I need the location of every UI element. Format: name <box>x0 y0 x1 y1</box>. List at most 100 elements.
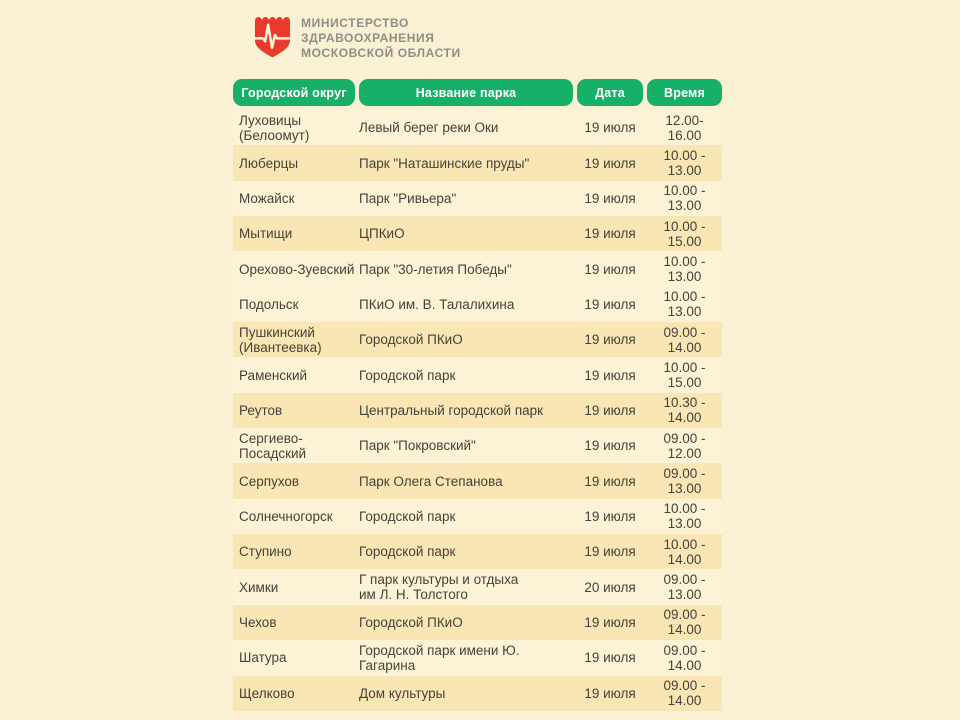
cell-time: 10.00 - 13.00 <box>663 148 706 179</box>
cell-district: Можайск <box>239 190 295 206</box>
column-header-time: Время <box>647 79 722 106</box>
cell-time: 09.00 - 14.00 <box>663 678 706 709</box>
cell-district: Серпухов <box>239 473 300 489</box>
ministry-brand: МИНИСТЕРСТВО ЗДРАВООХРАНЕНИЯ МОСКОВСКОЙ … <box>254 12 461 61</box>
table-row: Можайск Парк "Ривьера" 19 июля 10.00 - 1… <box>233 180 722 217</box>
cell-date: 19 июля <box>584 226 636 242</box>
cell-district: Люберцы <box>239 155 299 171</box>
cell-date: 19 июля <box>584 120 636 136</box>
table-row: Мытищи ЦПКиО 19 июля 10.00 - 15.00 <box>233 216 722 252</box>
cell-time: 10.00 - 15.00 <box>663 218 706 249</box>
table-row: Раменский Городской парк 19 июля 10.00 -… <box>233 357 722 393</box>
cell-park: Г парк культуры и отдыха им Л. Н. Толсто… <box>359 572 519 603</box>
table-body: Луховицы (Белоомут) Левый берег реки Оки… <box>233 110 722 711</box>
cell-park: Парк "30-летия Победы" <box>359 261 512 277</box>
heartbeat-line-icon <box>254 23 291 49</box>
column-header-park: Название парка <box>359 79 573 106</box>
column-header-district: Городской округ <box>233 79 355 106</box>
cell-time: 10.00 - 14.00 <box>663 536 706 567</box>
cell-date: 19 июля <box>584 508 636 524</box>
cell-time: 09.00 - 13.00 <box>663 572 706 603</box>
cell-district: Химки <box>239 579 279 595</box>
cell-date: 19 июля <box>584 296 636 312</box>
cell-district: Реутов <box>239 402 283 418</box>
cell-park: Парк "Покровский" <box>359 438 476 454</box>
cell-district: Сергиево- Посадский <box>239 430 307 461</box>
table-row: Шатура Городской парк имени Ю. Гагарина … <box>233 640 722 676</box>
cell-park: Парк "Ривьера" <box>359 190 457 206</box>
cell-date: 19 июля <box>584 155 636 171</box>
cell-date: 19 июля <box>584 685 636 701</box>
cell-district: Подольск <box>239 296 299 312</box>
cell-park: Городской парк <box>359 508 456 524</box>
table-row: Ступино Городской парк 19 июля 10.00 - 1… <box>233 534 722 570</box>
table-row: Щелково Дом культуры 19 июля 09.00 - 14.… <box>233 675 722 711</box>
cell-park: Городской парк <box>359 544 456 560</box>
cell-date: 19 июля <box>584 650 636 666</box>
table-row: Солнечногорск Городской парк 19 июля 10.… <box>233 498 722 535</box>
cell-district: Шатура <box>239 650 287 666</box>
table-row: Подольск ПКиО им. В. Талалихина 19 июля … <box>233 286 722 323</box>
cell-date: 19 июля <box>584 614 636 630</box>
table-row: Реутов Центральный городской парк 19 июл… <box>233 392 722 429</box>
cell-date: 19 июля <box>584 402 636 418</box>
cell-date: 19 июля <box>584 367 636 383</box>
ministry-name: МИНИСТЕРСТВО ЗДРАВООХРАНЕНИЯ МОСКОВСКОЙ … <box>301 16 461 61</box>
cell-district: Солнечногорск <box>239 508 333 524</box>
cell-time: 10.00 - 13.00 <box>663 501 706 532</box>
cell-park: ЦПКиО <box>359 226 405 242</box>
cell-district: Мытищи <box>239 226 293 242</box>
cell-district: Ступино <box>239 544 292 560</box>
cell-time: 09.00 - 12.00 <box>663 430 706 461</box>
table-row: Химки Г парк культуры и отдыха им Л. Н. … <box>233 569 722 605</box>
ministry-name-line: МОСКОВСКОЙ ОБЛАСТИ <box>301 46 461 60</box>
cell-time: 10.30 - 14.00 <box>663 395 706 426</box>
table-row: Чехов Городской ПКиО 19 июля 09.00 - 14.… <box>233 604 722 641</box>
cell-time: 10.00 - 13.00 <box>663 183 706 214</box>
health-ministry-crest-icon <box>254 17 291 58</box>
cell-date: 19 июля <box>584 332 636 348</box>
cell-time: 09.00 - 14.00 <box>663 607 706 638</box>
cell-time: 10.00 - 13.00 <box>663 254 706 285</box>
cell-district: Луховицы (Белоомут) <box>239 112 310 143</box>
cell-time: 12.00- 16.00 <box>665 112 704 143</box>
table-row: Сергиево- Посадский Парк "Покровский" 19… <box>233 428 722 464</box>
cell-date: 19 июля <box>584 261 636 277</box>
cell-time: 09.00 - 13.00 <box>663 466 706 497</box>
cell-park: Городской парк имени Ю. Гагарина <box>359 642 520 673</box>
table-row: Серпухов Парк Олега Степанова 19 июля 09… <box>233 463 722 499</box>
cell-time: 10.00 - 13.00 <box>663 289 706 320</box>
cell-park: Городской парк <box>359 367 456 383</box>
table-row: Луховицы (Белоомут) Левый берег реки Оки… <box>233 110 722 146</box>
table-row: Люберцы Парк "Наташинские пруды" 19 июля… <box>233 145 722 181</box>
cell-park: Парк Олега Степанова <box>359 473 503 489</box>
cell-park: Левый берег реки Оки <box>359 120 499 136</box>
cell-park: ПКиО им. В. Талалихина <box>359 296 515 312</box>
cell-park: Центральный городской парк <box>359 402 544 418</box>
parks-schedule-table: Городской округ Название парка Дата Врем… <box>233 79 722 711</box>
cell-time: 09.00 - 14.00 <box>663 324 706 355</box>
cell-time: 10.00 - 15.00 <box>663 360 706 391</box>
cell-date: 19 июля <box>584 544 636 560</box>
ministry-name-line: МИНИСТЕРСТВО <box>301 16 409 30</box>
cell-district: Щелково <box>239 685 295 701</box>
cell-park: Городской ПКиО <box>359 614 463 630</box>
cell-date: 19 июля <box>584 473 636 489</box>
table-row: Пушкинский (Ивантеевка) Городской ПКиО 1… <box>233 322 722 358</box>
cell-park: Парк "Наташинские пруды" <box>359 155 530 171</box>
table-row: Орехово-Зуевский Парк "30-летия Победы" … <box>233 251 722 287</box>
cell-time: 09.00 - 14.00 <box>663 642 706 673</box>
cell-date: 19 июля <box>584 438 636 454</box>
cell-district: Чехов <box>239 614 277 630</box>
cell-park: Городской ПКиО <box>359 332 463 348</box>
cell-date: 20 июля <box>584 579 636 595</box>
cell-date: 19 июля <box>584 190 636 206</box>
ministry-name-line: ЗДРАВООХРАНЕНИЯ <box>301 31 435 45</box>
cell-park: Дом культуры <box>359 685 446 701</box>
cell-district: Орехово-Зуевский <box>239 261 355 277</box>
table-header: Городской округ Название парка Дата Врем… <box>233 79 722 106</box>
cell-district: Пушкинский (Ивантеевка) <box>239 324 322 355</box>
cell-district: Раменский <box>239 367 308 383</box>
column-header-date: Дата <box>577 79 643 106</box>
